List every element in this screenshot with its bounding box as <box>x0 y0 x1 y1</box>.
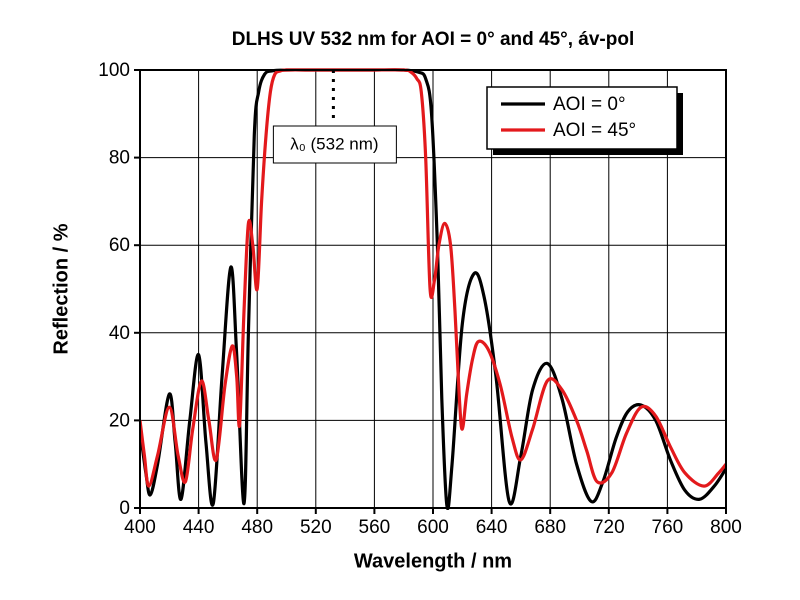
x-tick-label: 680 <box>534 517 566 538</box>
legend-box <box>486 86 678 150</box>
y-tick-label: 100 <box>98 60 130 81</box>
chart-title: DLHS UV 532 nm for AOI = 0° and 45°, áv-… <box>232 29 635 50</box>
x-tick-label: 600 <box>417 517 449 538</box>
annotation-box <box>272 125 397 164</box>
annotation-text: λ₀ (532 nm) <box>290 134 378 153</box>
x-tick-label: 480 <box>241 517 273 538</box>
x-tick-label: 400 <box>124 517 156 538</box>
y-tick-label: 0 <box>119 498 130 519</box>
x-tick-label: 640 <box>476 517 508 538</box>
x-tick-label: 440 <box>183 517 215 538</box>
x-tick-label: 800 <box>710 517 742 538</box>
legend-label: AOI = 0° <box>553 94 626 115</box>
x-axis-label: Wavelength / nm <box>354 550 512 572</box>
legend-label: AOI = 45° <box>553 120 636 141</box>
x-tick-label: 520 <box>300 517 332 538</box>
y-tick-label: 40 <box>109 323 130 344</box>
x-tick-label: 560 <box>359 517 391 538</box>
y-axis-label: Reflection / % <box>50 223 72 354</box>
y-tick-label: 80 <box>109 148 130 169</box>
x-tick-label: 720 <box>593 517 625 538</box>
y-tick-label: 60 <box>109 235 130 256</box>
x-tick-label: 760 <box>652 517 684 538</box>
plot-frame <box>139 69 727 509</box>
data-line <box>140 68 726 488</box>
y-tick-label: 20 <box>109 410 130 431</box>
data-line <box>140 68 726 510</box>
